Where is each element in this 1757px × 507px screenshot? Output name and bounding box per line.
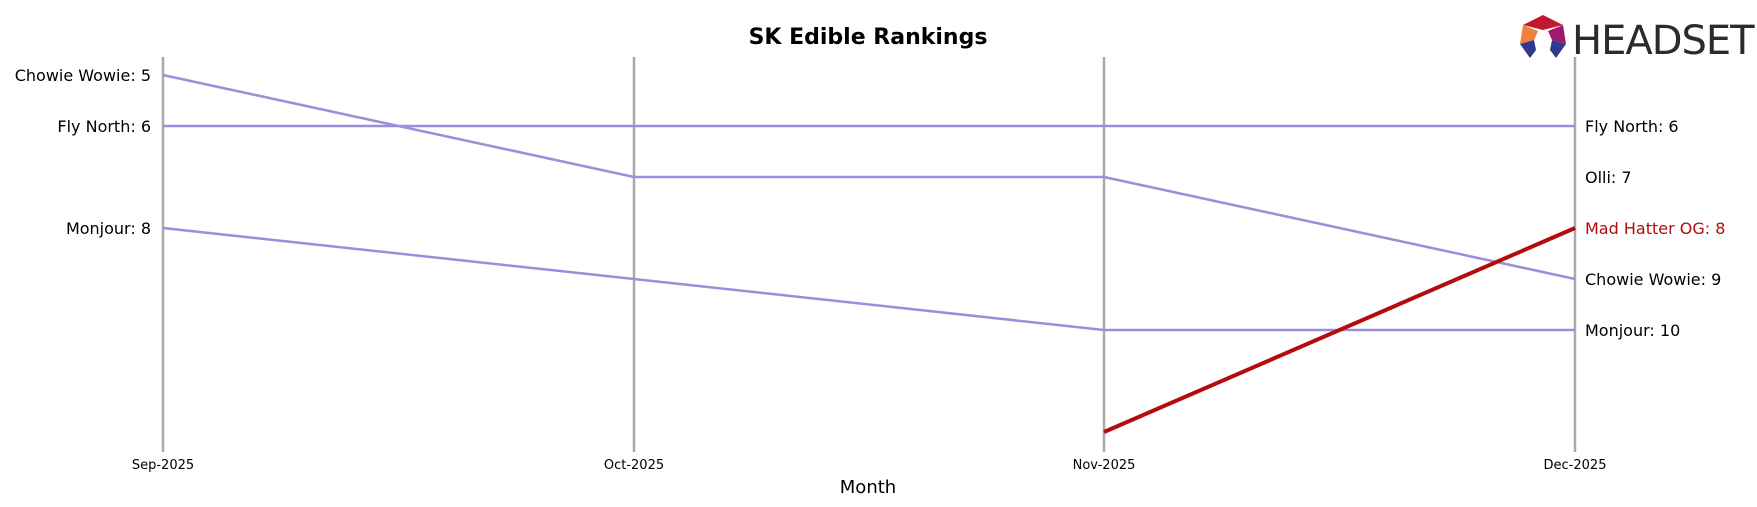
start-label: Chowie Wowie: 5 (15, 66, 151, 85)
start-label: Monjour: 8 (66, 219, 151, 238)
headset-logo-text: HEADSET (1572, 18, 1755, 64)
x-tick-label: Dec-2025 (1544, 458, 1607, 473)
series-lines (162, 73, 1576, 434)
series-line-mad-hatter-og (1103, 226, 1576, 434)
end-label: Chowie Wowie: 9 (1585, 270, 1721, 289)
x-tick-label: Sep-2025 (132, 458, 194, 473)
series-line-monjour (162, 226, 1575, 332)
chart-title: SK Edible Rankings (749, 25, 988, 50)
end-label: Olli: 7 (1585, 168, 1632, 187)
headset-logo: HEADSET (1520, 15, 1756, 64)
series-line-chowie-wowie (162, 73, 1576, 281)
start-label: Fly North: 6 (57, 117, 151, 136)
end-label: Mad Hatter OG: 8 (1585, 219, 1725, 238)
x-axis-label: Month (840, 477, 896, 498)
x-tick-label: Nov-2025 (1073, 458, 1136, 473)
x-tick-label: Oct-2025 (604, 458, 664, 473)
end-label: Monjour: 10 (1585, 321, 1680, 340)
month-axes (161, 57, 1577, 452)
series-labels: Chowie Wowie: 5 Chowie Wowie: 9 Fly North:… (15, 66, 1726, 340)
x-tick-labels: Sep-2025 Oct-2025 Nov-2025 Dec-2025 (132, 458, 1607, 473)
end-label: Fly North: 6 (1585, 117, 1679, 136)
headset-logo-icon (1520, 15, 1566, 58)
